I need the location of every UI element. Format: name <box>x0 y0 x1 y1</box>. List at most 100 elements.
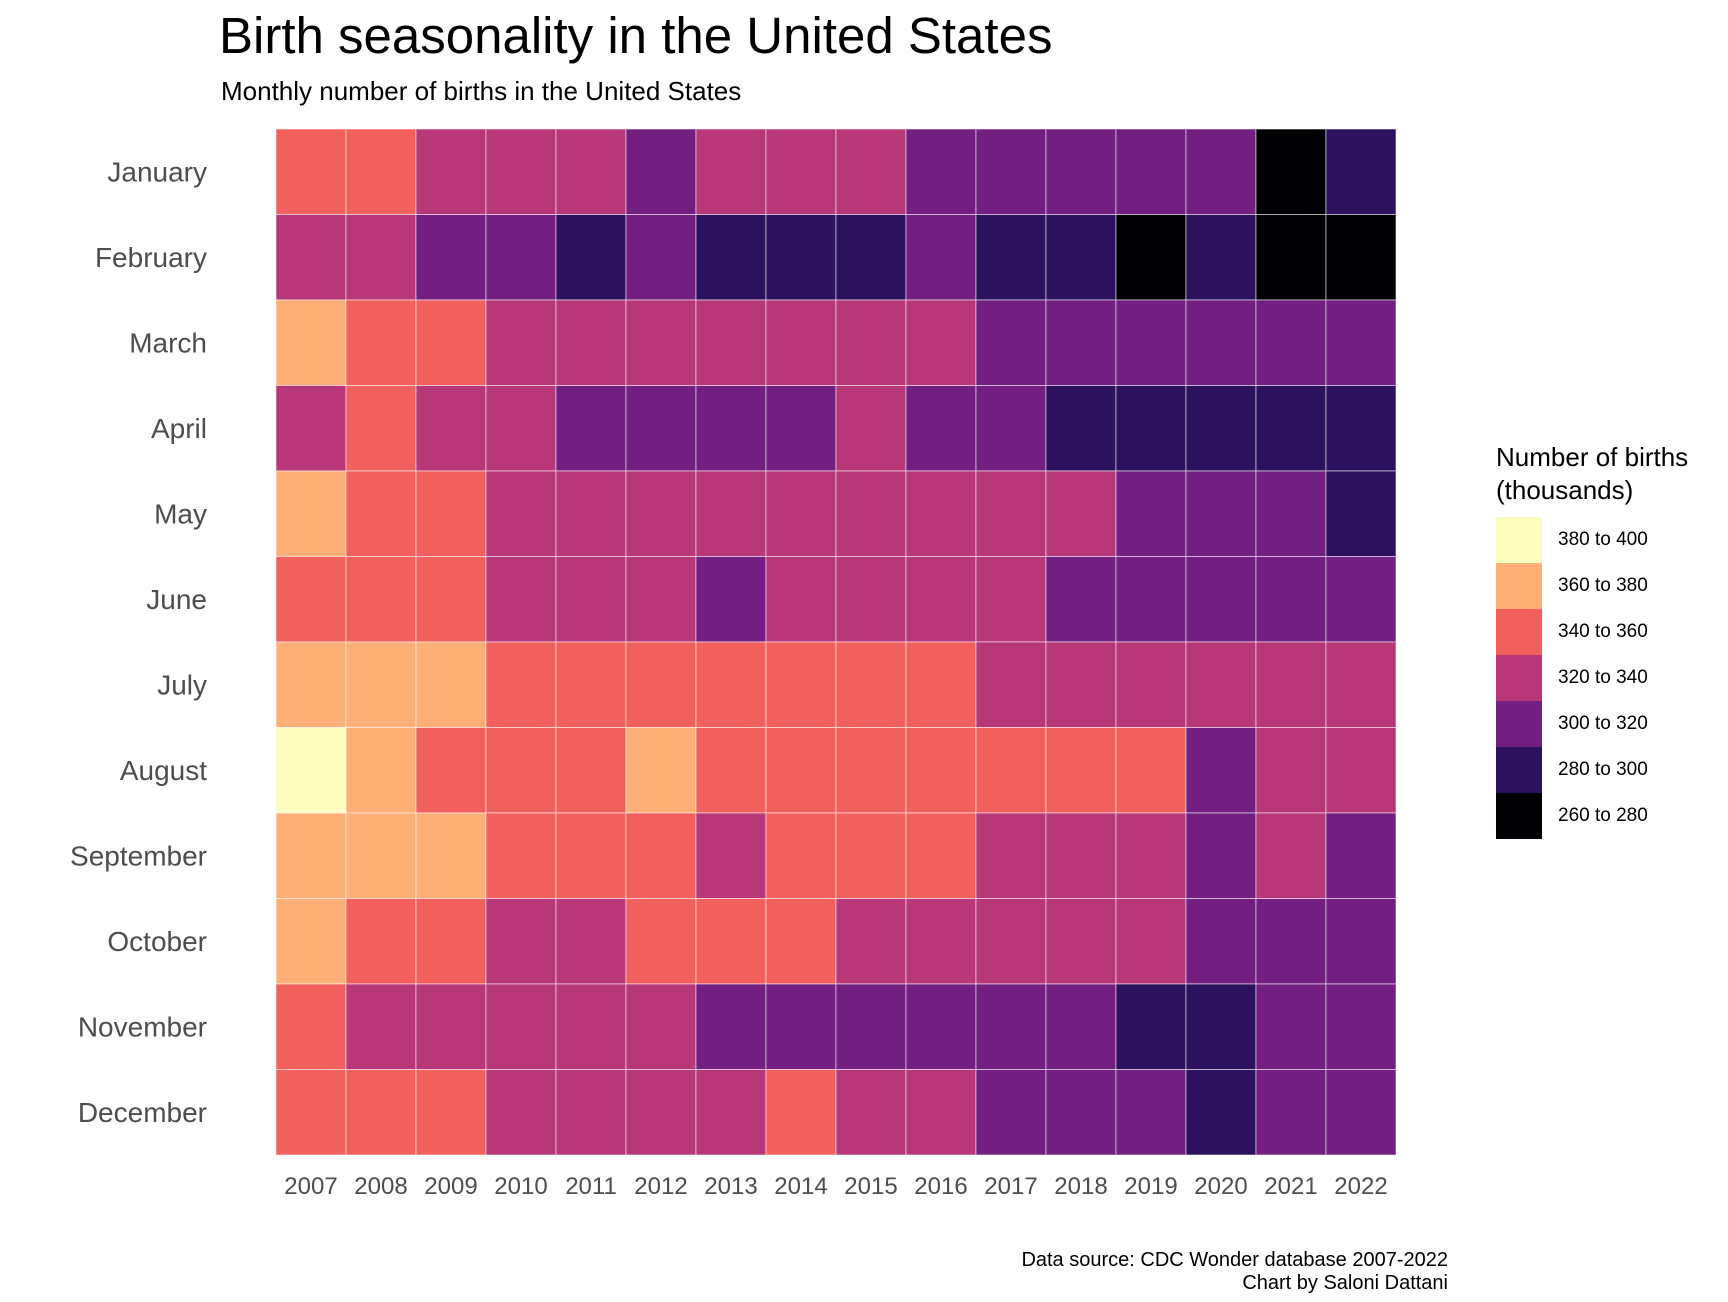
legend-swatch <box>1496 793 1542 839</box>
heatmap-cell-december-2007: December 2007: 340 to 360 <box>275 1069 347 1156</box>
heatmap-cell-april-2016: April 2016: 300 to 320 <box>905 385 977 472</box>
heatmap-cell-april-2010: April 2010: 320 to 340 <box>485 385 557 472</box>
heatmap-cell-january-2021: January 2021: 260 to 280 <box>1255 128 1327 215</box>
heatmap-cell-march-2018: March 2018: 300 to 320 <box>1045 299 1117 386</box>
heatmap-cell-december-2010: December 2010: 320 to 340 <box>485 1069 557 1156</box>
heatmap-cell-january-2019: January 2019: 300 to 320 <box>1115 128 1187 215</box>
heatmap-cell-november-2012: November 2012: 320 to 340 <box>625 983 697 1070</box>
heatmap-cell-march-2020: March 2020: 300 to 320 <box>1185 299 1257 386</box>
heatmap-cell-may-2014: May 2014: 320 to 340 <box>765 470 837 557</box>
heatmap-cell-january-2009: January 2009: 320 to 340 <box>415 128 487 215</box>
heatmap-cell-february-2022: February 2022: 260 to 280 <box>1325 214 1397 301</box>
heatmap-cell-march-2016: March 2016: 320 to 340 <box>905 299 977 386</box>
heatmap-cell-december-2019: December 2019: 300 to 320 <box>1115 1069 1187 1156</box>
heatmap-cell-april-2009: April 2009: 320 to 340 <box>415 385 487 472</box>
heatmap-cell-july-2012: July 2012: 340 to 360 <box>625 641 697 728</box>
legend-title-line: (thousands) <box>1496 475 1634 505</box>
heatmap-cell-march-2008: March 2008: 340 to 360 <box>345 299 417 386</box>
heatmap-cell-april-2011: April 2011: 300 to 320 <box>555 385 627 472</box>
heatmap-cell-january-2013: January 2013: 320 to 340 <box>695 128 767 215</box>
heatmap-cell-february-2009: February 2009: 300 to 320 <box>415 214 487 301</box>
heatmap-cell-october-2012: October 2012: 340 to 360 <box>625 898 697 985</box>
heatmap-cell-may-2020: May 2020: 300 to 320 <box>1185 470 1257 557</box>
heatmap-cell-august-2011: August 2011: 340 to 360 <box>555 727 627 814</box>
heatmap-cell-august-2022: August 2022: 320 to 340 <box>1325 727 1397 814</box>
caption-source: Data source: CDC Wonder database 2007-20… <box>1021 1249 1448 1271</box>
heatmap-cell-june-2015: June 2015: 320 to 340 <box>835 556 907 643</box>
legend-label: 340 to 360 <box>1558 621 1648 642</box>
heatmap-plot: January 2007: 340 to 360January 2008: 34… <box>70 128 1397 1200</box>
heatmap-cell-december-2013: December 2013: 320 to 340 <box>695 1069 767 1156</box>
heatmap-cell-february-2021: February 2021: 260 to 280 <box>1255 214 1327 301</box>
heatmap-cell-july-2007: July 2007: 360 to 380 <box>275 641 347 728</box>
heatmap-cell-october-2013: October 2013: 340 to 360 <box>695 898 767 985</box>
heatmap-cell-june-2010: June 2010: 320 to 340 <box>485 556 557 643</box>
x-tick-label: 2019 <box>1124 1173 1177 1200</box>
heatmap-cell-september-2008: September 2008: 360 to 380 <box>345 812 417 899</box>
heatmap-cell-february-2010: February 2010: 300 to 320 <box>485 214 557 301</box>
heatmap-cell-march-2015: March 2015: 320 to 340 <box>835 299 907 386</box>
y-tick-label: November <box>78 1011 207 1042</box>
heatmap-cell-march-2014: March 2014: 320 to 340 <box>765 299 837 386</box>
heatmap-cell-july-2010: July 2010: 340 to 360 <box>485 641 557 728</box>
y-tick-label: December <box>78 1097 207 1128</box>
heatmap-cell-november-2010: November 2010: 320 to 340 <box>485 983 557 1070</box>
legend-item: 360 to 380 <box>1496 563 1648 609</box>
heatmap-cell-september-2007: September 2007: 360 to 380 <box>275 812 347 899</box>
heatmap-cell-december-2008: December 2008: 340 to 360 <box>345 1069 417 1156</box>
heatmap-cell-july-2014: July 2014: 340 to 360 <box>765 641 837 728</box>
heatmap-cell-april-2013: April 2013: 300 to 320 <box>695 385 767 472</box>
heatmap-cell-october-2017: October 2017: 320 to 340 <box>975 898 1047 985</box>
heatmap-cell-may-2009: May 2009: 340 to 360 <box>415 470 487 557</box>
heatmap-cell-may-2007: May 2007: 360 to 380 <box>275 470 347 557</box>
x-tick-label: 2011 <box>565 1173 617 1200</box>
legend-item: 300 to 320 <box>1496 701 1648 747</box>
heatmap-cell-february-2008: February 2008: 320 to 340 <box>345 214 417 301</box>
y-tick-label: October <box>107 926 207 957</box>
heatmap-cell-november-2022: November 2022: 300 to 320 <box>1325 983 1397 1070</box>
heatmap-cell-july-2020: July 2020: 320 to 340 <box>1185 641 1257 728</box>
heatmap-cell-july-2021: July 2021: 320 to 340 <box>1255 641 1327 728</box>
heatmap-cell-september-2009: September 2009: 360 to 380 <box>415 812 487 899</box>
heatmap-cell-january-2016: January 2016: 300 to 320 <box>905 128 977 215</box>
heatmap-cell-august-2008: August 2008: 360 to 380 <box>345 727 417 814</box>
heatmap-cell-october-2020: October 2020: 300 to 320 <box>1185 898 1257 985</box>
heatmap-cell-december-2014: December 2014: 340 to 360 <box>765 1069 837 1156</box>
heatmap-cell-august-2009: August 2009: 340 to 360 <box>415 727 487 814</box>
heatmap-cell-october-2015: October 2015: 320 to 340 <box>835 898 907 985</box>
heatmap-cell-september-2019: September 2019: 320 to 340 <box>1115 812 1187 899</box>
legend-swatch <box>1496 563 1542 609</box>
heatmap-cell-february-2019: February 2019: 260 to 280 <box>1115 214 1187 301</box>
x-tick-label: 2014 <box>774 1173 827 1200</box>
heatmap-cell-april-2019: April 2019: 280 to 300 <box>1115 385 1187 472</box>
heatmap-cell-may-2010: May 2010: 320 to 340 <box>485 470 557 557</box>
heatmap-cell-january-2007: January 2007: 340 to 360 <box>275 128 347 215</box>
chart-title: Birth seasonality in the United States <box>219 7 1053 64</box>
x-tick-label: 2022 <box>1334 1173 1387 1200</box>
heatmap-cell-february-2012: February 2012: 300 to 320 <box>625 214 697 301</box>
heatmap-cell-july-2019: July 2019: 320 to 340 <box>1115 641 1187 728</box>
heatmap-cell-march-2017: March 2017: 300 to 320 <box>975 299 1047 386</box>
heatmap-cell-january-2014: January 2014: 320 to 340 <box>765 128 837 215</box>
heatmap-cell-december-2021: December 2021: 300 to 320 <box>1255 1069 1327 1156</box>
heatmap-cell-november-2009: November 2009: 320 to 340 <box>415 983 487 1070</box>
heatmap-cell-february-2017: February 2017: 280 to 300 <box>975 214 1047 301</box>
heatmap-cell-march-2009: March 2009: 340 to 360 <box>415 299 487 386</box>
heatmap-cell-october-2011: October 2011: 320 to 340 <box>555 898 627 985</box>
heatmap-cell-january-2022: January 2022: 280 to 300 <box>1325 128 1397 215</box>
legend-label: 260 to 280 <box>1558 805 1648 826</box>
heatmap-cell-october-2022: October 2022: 300 to 320 <box>1325 898 1397 985</box>
heatmap-cell-june-2013: June 2013: 300 to 320 <box>695 556 767 643</box>
heatmap-cell-october-2018: October 2018: 320 to 340 <box>1045 898 1117 985</box>
heatmap-cell-november-2008: November 2008: 320 to 340 <box>345 983 417 1070</box>
heatmap-cell-august-2020: August 2020: 300 to 320 <box>1185 727 1257 814</box>
heatmap-cell-april-2014: April 2014: 300 to 320 <box>765 385 837 472</box>
heatmap-cell-june-2009: June 2009: 340 to 360 <box>415 556 487 643</box>
x-tick-label: 2008 <box>354 1173 407 1200</box>
heatmap-cell-january-2011: January 2011: 320 to 340 <box>555 128 627 215</box>
heatmap-cell-august-2007: August 2007: 380 to 400 <box>275 727 347 814</box>
heatmap-cell-october-2007: October 2007: 360 to 380 <box>275 898 347 985</box>
heatmap-cell-august-2015: August 2015: 340 to 360 <box>835 727 907 814</box>
heatmap-cell-april-2017: April 2017: 300 to 320 <box>975 385 1047 472</box>
heatmap-cell-december-2020: December 2020: 280 to 300 <box>1185 1069 1257 1156</box>
